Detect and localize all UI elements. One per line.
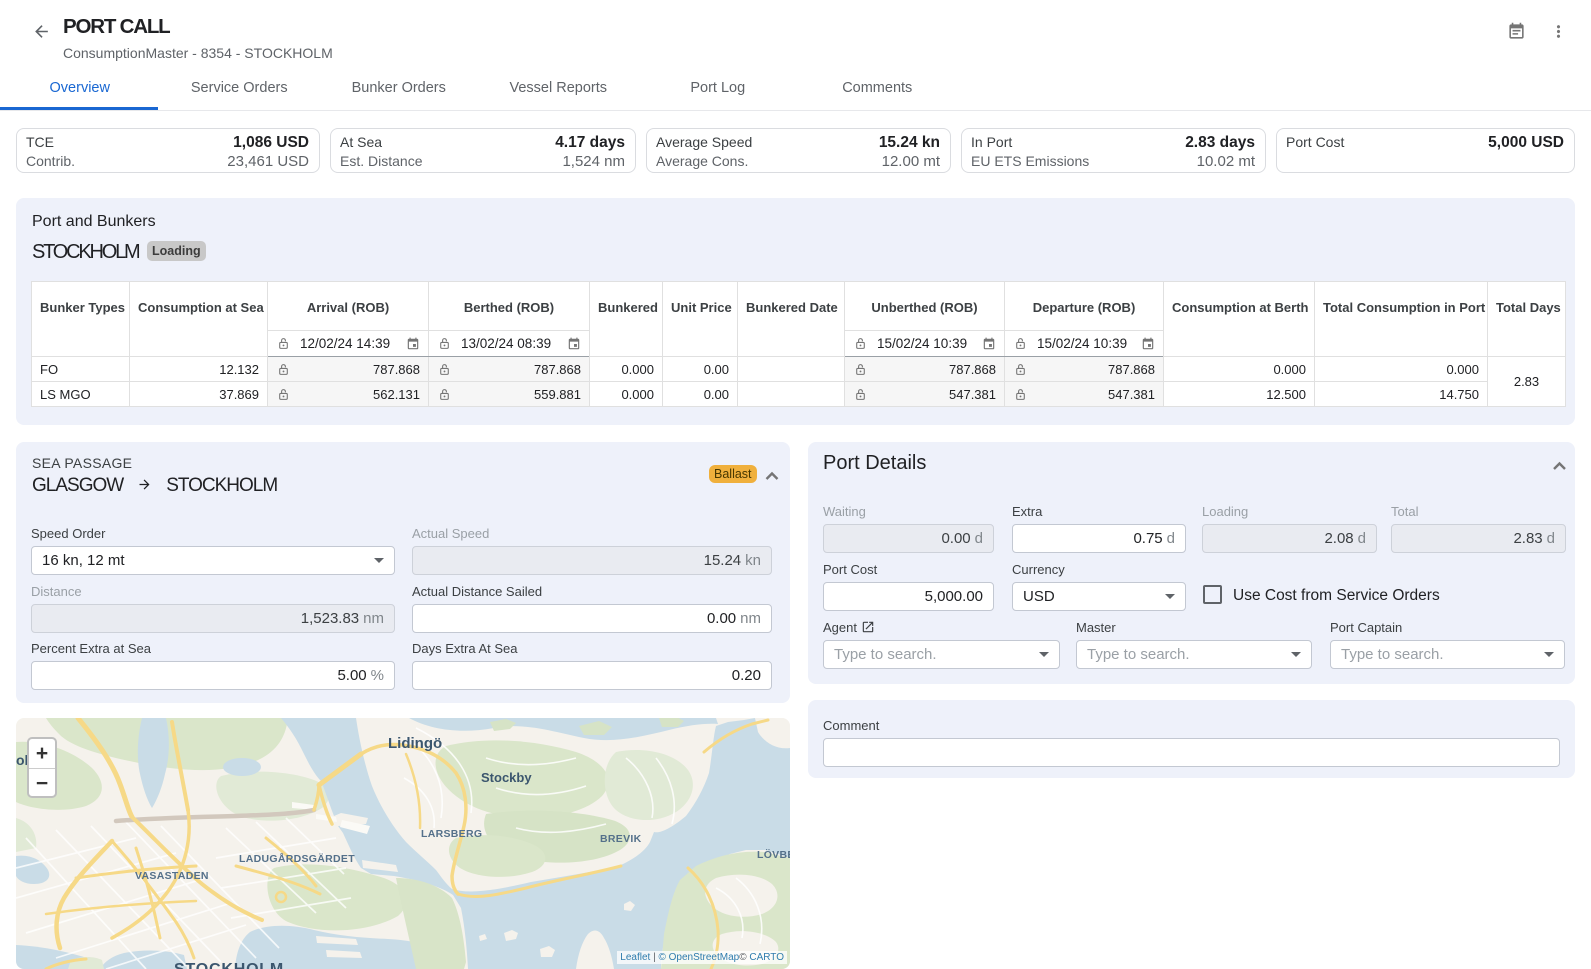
- svg-text:VASASTADEN: VASASTADEN: [135, 870, 209, 882]
- svg-text:Stockby: Stockby: [481, 770, 532, 785]
- svg-text:ol: ol: [16, 752, 28, 768]
- svg-text:BREVIK: BREVIK: [600, 833, 642, 845]
- svg-text:STOCKHOLM: STOCKHOLM: [174, 961, 284, 969]
- svg-text:LÖVBERG: LÖVBERG: [757, 848, 790, 861]
- svg-text:LADUGÅRDSGÄRDET: LADUGÅRDSGÄRDET: [239, 852, 355, 865]
- svg-text:Lidingö: Lidingö: [388, 735, 442, 752]
- svg-text:LARSBERG: LARSBERG: [421, 828, 482, 840]
